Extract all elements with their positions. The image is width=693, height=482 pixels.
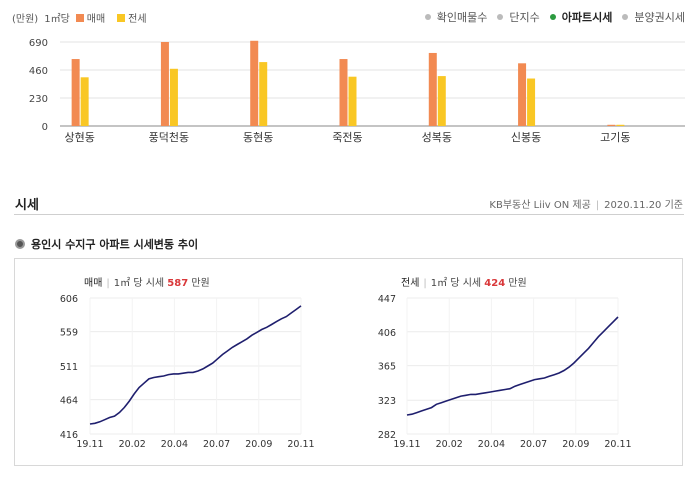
- date-label: 2020.11.20 기준: [604, 200, 683, 211]
- legend-jeonse-swatch: [117, 13, 126, 22]
- bullet-icon: [15, 239, 25, 249]
- sale-trend-unit: 만원: [191, 278, 210, 289]
- jeonse-trend-unit: 만원: [508, 278, 527, 289]
- bar-jeonse: [169, 68, 178, 126]
- legend-sale: 매매: [75, 10, 106, 25]
- unit-label: (만원): [12, 14, 39, 25]
- legend-sale-label: 매매: [86, 14, 106, 25]
- jeonse-trend-prefix: 전세: [401, 278, 420, 289]
- jeonse-trend-title: 전세 | 1㎡ 당 시세 424 만원: [401, 278, 527, 289]
- sale-trend-mid: 1㎡ 당 시세: [113, 278, 165, 289]
- trend-subtitle: 용인시 수지구 아파트 시세변동 추이: [15, 236, 198, 252]
- legend-jeonse-label: 전세: [128, 14, 147, 25]
- tab-dot-icon: [424, 14, 431, 20]
- bar-jeonse: [437, 76, 446, 126]
- bar-sale: [518, 63, 527, 126]
- section-title: 시세: [15, 198, 39, 213]
- tab-dot-icon: [622, 14, 629, 20]
- tab-apartment-price[interactable]: 아파트시세: [549, 9, 612, 25]
- bar-chart-legend: (만원) 1㎡당 매매 전세: [12, 10, 153, 25]
- filter-tabs: 확인매물수 단지수 아파트시세 분양권시세: [424, 9, 685, 25]
- bar-jeonse: [80, 77, 89, 126]
- bar-category-label: 신봉동: [511, 131, 541, 144]
- trend-panel: [14, 258, 683, 466]
- bar-jeonse: [527, 78, 536, 126]
- tab-dot-icon: [497, 14, 504, 20]
- sale-trend-prefix: 매매: [84, 278, 103, 289]
- bar-y-tick-label: 0: [42, 122, 48, 133]
- jeonse-trend-mid: 1㎡ 당 시세: [430, 278, 482, 289]
- bar-jeonse: [616, 124, 625, 126]
- bar-category-label: 성복동: [422, 131, 452, 144]
- bar-y-tick-label: 690: [29, 38, 48, 49]
- bar-sale: [339, 59, 348, 126]
- sale-trend-title: 매매 | 1㎡ 당 시세 587 만원: [84, 278, 210, 289]
- bar-y-tick-label: 460: [29, 66, 48, 77]
- bar-category-label: 풍덕천동: [149, 130, 189, 144]
- bar-category-label: 고기동: [600, 131, 630, 144]
- bar-category-label: 죽전동: [332, 131, 362, 144]
- bar-sale: [428, 52, 437, 126]
- jeonse-trend-value: 424: [484, 278, 506, 289]
- bar-jeonse: [259, 62, 268, 126]
- district-bar-chart: 0 230 460 690 상현동 풍덕천동 동현동 죽전동 성복동 신봉동 고기동: [29, 38, 685, 144]
- tab-dot-icon: [549, 14, 556, 20]
- bar-sale: [160, 42, 169, 126]
- bar-sale: [250, 40, 259, 126]
- bar-category-label: 상현동: [64, 131, 94, 144]
- bar-sale: [607, 124, 616, 126]
- bar-jeonse: [348, 76, 357, 126]
- legend-jeonse: 전세: [117, 10, 147, 25]
- bar-y-tick-label: 230: [29, 94, 48, 105]
- sale-trend-value: 587: [167, 278, 189, 289]
- section-divider: [14, 214, 684, 215]
- tab-presale-price[interactable]: 분양권시세: [622, 9, 685, 25]
- section-meta: KB부동산 Liiv ON 제공 | 2020.11.20 기준: [489, 200, 683, 211]
- source-label: KB부동산 Liiv ON 제공: [489, 200, 591, 211]
- bar-sale: [71, 59, 80, 126]
- legend-sale-swatch: [75, 13, 84, 22]
- bar-category-label: 동현동: [243, 131, 273, 144]
- trend-subtitle-text: 용인시 수지구 아파트 시세변동 추이: [31, 238, 199, 251]
- per-label: 1㎡당: [44, 14, 70, 25]
- tab-complex-count[interactable]: 단지수: [497, 9, 540, 25]
- tab-listing-count[interactable]: 확인매물수: [424, 9, 487, 25]
